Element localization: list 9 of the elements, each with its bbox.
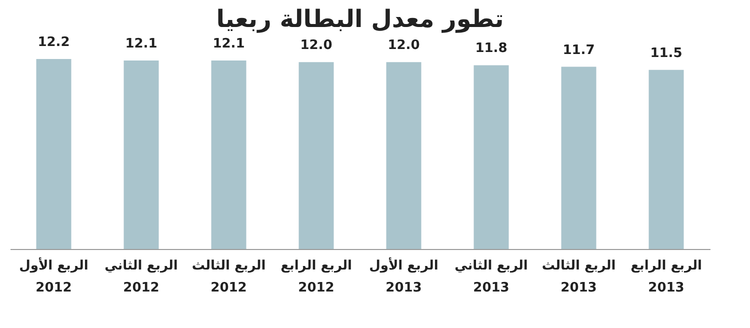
data-label: 12.0 bbox=[388, 38, 420, 54]
data-label: 12.1 bbox=[125, 36, 158, 52]
data-label: 11.8 bbox=[475, 41, 508, 56]
data-label: 11.5 bbox=[650, 46, 682, 61]
chart-title: تطور معدل البطالة ربعيا bbox=[216, 5, 504, 33]
data-label: 12.0 bbox=[300, 38, 332, 54]
data-label: 12.1 bbox=[212, 36, 245, 52]
data-label: 11.7 bbox=[562, 42, 595, 58]
data-label: 12.2 bbox=[38, 35, 70, 50]
